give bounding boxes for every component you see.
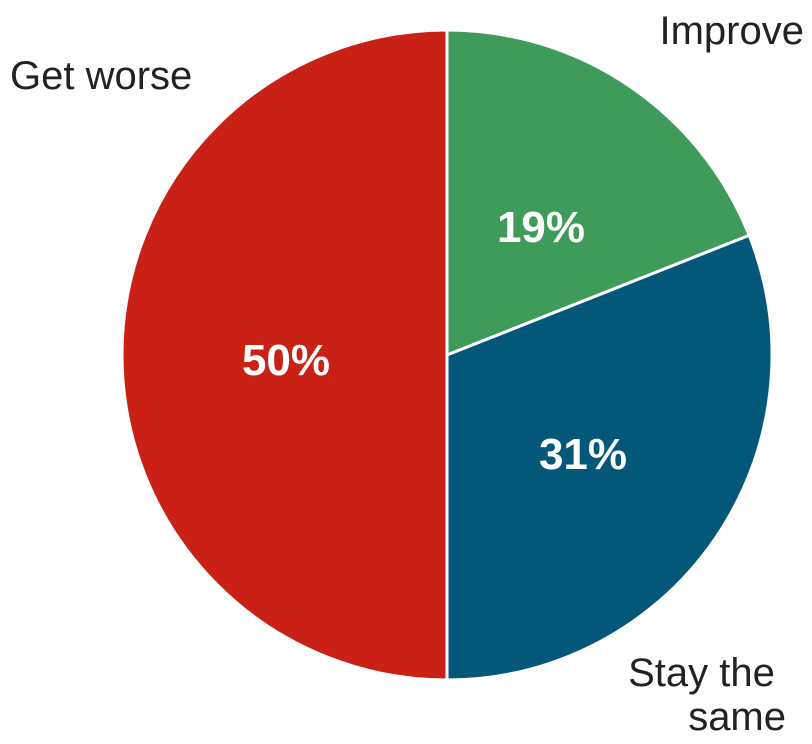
pie-slices: [120, 28, 774, 682]
pie-slice-get-worse: [120, 28, 449, 682]
category-label-improve: Improve: [660, 9, 805, 53]
category-label-stay-the-same: Stay the same: [628, 651, 786, 739]
category-label-get-worse: Get worse: [10, 54, 192, 98]
value-label-get-worse: 50%: [242, 336, 330, 385]
value-label-stay-the-same: 31%: [539, 430, 627, 479]
value-label-improve: 19%: [497, 203, 585, 252]
pie-slice-stay-the-same: [445, 233, 774, 682]
pie-slice-improve: [445, 28, 751, 357]
